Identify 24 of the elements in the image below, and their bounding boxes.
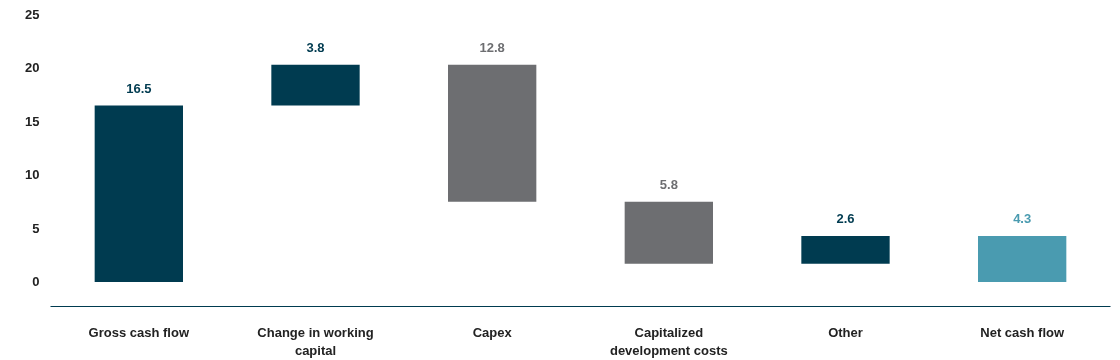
y-tick-label: 10 <box>25 167 40 183</box>
data-label: 16.5 <box>126 80 152 96</box>
x-tick-label: Change in working capital <box>257 324 374 358</box>
data-label: 12.8 <box>479 39 505 55</box>
data-label: 5.8 <box>659 176 678 192</box>
x-tick-label: Gross cash flow <box>88 324 190 340</box>
y-tick-label: 20 <box>25 60 40 76</box>
x-tick-label: Net cash flow <box>980 324 1065 340</box>
y-tick-label: 0 <box>32 274 40 290</box>
bar <box>624 201 713 264</box>
y-tick-label: 15 <box>25 113 40 129</box>
y-tick-label: 5 <box>32 220 40 236</box>
x-tick-label: Capex <box>472 324 513 340</box>
bar <box>801 235 890 264</box>
data-label: 3.8 <box>306 39 325 55</box>
bar <box>978 235 1067 282</box>
data-label: 4.3 <box>1013 211 1032 227</box>
bar <box>271 64 360 106</box>
x-tick-label: Other <box>828 324 863 340</box>
y-tick-label: 25 <box>25 7 40 22</box>
bar <box>94 105 183 282</box>
data-label: 2.6 <box>836 211 855 227</box>
bar <box>448 64 537 202</box>
x-tick-label: Capitalized development costs <box>609 324 728 358</box>
